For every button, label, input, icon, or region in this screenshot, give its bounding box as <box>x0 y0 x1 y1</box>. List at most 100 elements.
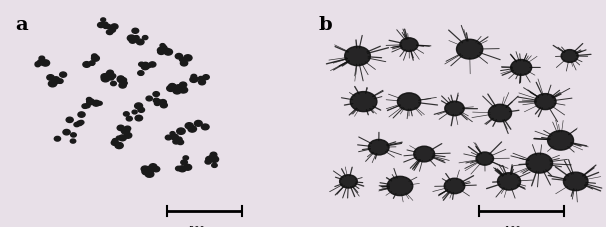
Text: a: a <box>15 16 28 34</box>
Circle shape <box>350 92 377 112</box>
Circle shape <box>158 50 165 55</box>
Circle shape <box>201 124 209 130</box>
Circle shape <box>177 128 185 135</box>
Text: 500 nm: 500 nm <box>188 225 221 227</box>
Circle shape <box>138 108 144 113</box>
Circle shape <box>111 25 118 30</box>
Circle shape <box>83 62 90 68</box>
Text: 100 nm: 100 nm <box>505 225 537 227</box>
Circle shape <box>184 56 192 62</box>
Circle shape <box>149 164 157 170</box>
Circle shape <box>185 123 193 129</box>
Circle shape <box>124 127 131 131</box>
Circle shape <box>63 130 70 135</box>
Circle shape <box>168 85 176 90</box>
Circle shape <box>127 36 136 42</box>
Circle shape <box>456 40 483 60</box>
Circle shape <box>97 102 102 106</box>
Circle shape <box>168 84 176 90</box>
Circle shape <box>110 74 116 79</box>
Circle shape <box>181 61 188 67</box>
Circle shape <box>164 49 173 56</box>
Circle shape <box>155 102 160 106</box>
Circle shape <box>511 60 531 76</box>
Circle shape <box>85 104 90 108</box>
Circle shape <box>339 175 358 188</box>
Circle shape <box>117 126 124 131</box>
Circle shape <box>124 133 132 139</box>
Circle shape <box>163 49 169 53</box>
Circle shape <box>161 103 167 108</box>
Circle shape <box>129 39 136 44</box>
Circle shape <box>47 75 54 81</box>
Circle shape <box>92 101 100 107</box>
Circle shape <box>498 173 521 190</box>
Circle shape <box>145 173 152 177</box>
Circle shape <box>159 100 167 105</box>
Circle shape <box>38 60 45 66</box>
Circle shape <box>48 81 57 87</box>
Circle shape <box>198 77 204 81</box>
Circle shape <box>142 169 150 175</box>
Circle shape <box>146 64 152 68</box>
Circle shape <box>153 92 159 97</box>
Circle shape <box>35 64 40 67</box>
Circle shape <box>59 73 67 78</box>
Circle shape <box>155 100 161 105</box>
Circle shape <box>78 112 85 118</box>
Circle shape <box>548 131 573 151</box>
Circle shape <box>90 62 95 66</box>
Circle shape <box>141 65 149 70</box>
Circle shape <box>107 71 113 76</box>
Circle shape <box>208 155 217 161</box>
Circle shape <box>107 30 113 35</box>
Circle shape <box>179 83 187 88</box>
Circle shape <box>158 48 165 54</box>
Circle shape <box>161 46 167 50</box>
Circle shape <box>564 173 588 191</box>
Circle shape <box>190 77 198 83</box>
Circle shape <box>561 50 578 63</box>
Circle shape <box>173 88 181 94</box>
Circle shape <box>116 136 121 140</box>
Circle shape <box>488 105 511 122</box>
Circle shape <box>101 76 110 82</box>
Circle shape <box>526 153 553 173</box>
Circle shape <box>205 160 211 164</box>
Circle shape <box>188 126 196 133</box>
Circle shape <box>206 157 213 162</box>
Circle shape <box>70 139 76 143</box>
Circle shape <box>111 82 116 86</box>
Circle shape <box>135 116 142 121</box>
Circle shape <box>138 72 144 76</box>
Circle shape <box>57 79 63 84</box>
Circle shape <box>119 83 126 89</box>
Circle shape <box>398 94 421 111</box>
Circle shape <box>178 140 184 145</box>
Circle shape <box>118 79 124 83</box>
Circle shape <box>414 147 435 162</box>
Circle shape <box>153 99 159 103</box>
Circle shape <box>368 140 389 155</box>
Text: b: b <box>318 16 331 34</box>
Circle shape <box>122 82 127 86</box>
Circle shape <box>387 177 413 196</box>
Circle shape <box>98 23 104 28</box>
Circle shape <box>121 78 127 83</box>
Circle shape <box>160 101 167 106</box>
Circle shape <box>199 79 205 84</box>
Circle shape <box>141 166 149 172</box>
Circle shape <box>118 76 124 81</box>
Circle shape <box>148 166 156 172</box>
Circle shape <box>202 75 209 80</box>
Circle shape <box>74 123 79 127</box>
Circle shape <box>195 121 202 127</box>
Circle shape <box>101 76 107 80</box>
Circle shape <box>146 97 152 101</box>
Circle shape <box>92 55 97 59</box>
Circle shape <box>210 157 216 161</box>
Circle shape <box>66 118 73 123</box>
Circle shape <box>101 19 105 22</box>
Circle shape <box>170 132 175 136</box>
Circle shape <box>180 88 188 94</box>
